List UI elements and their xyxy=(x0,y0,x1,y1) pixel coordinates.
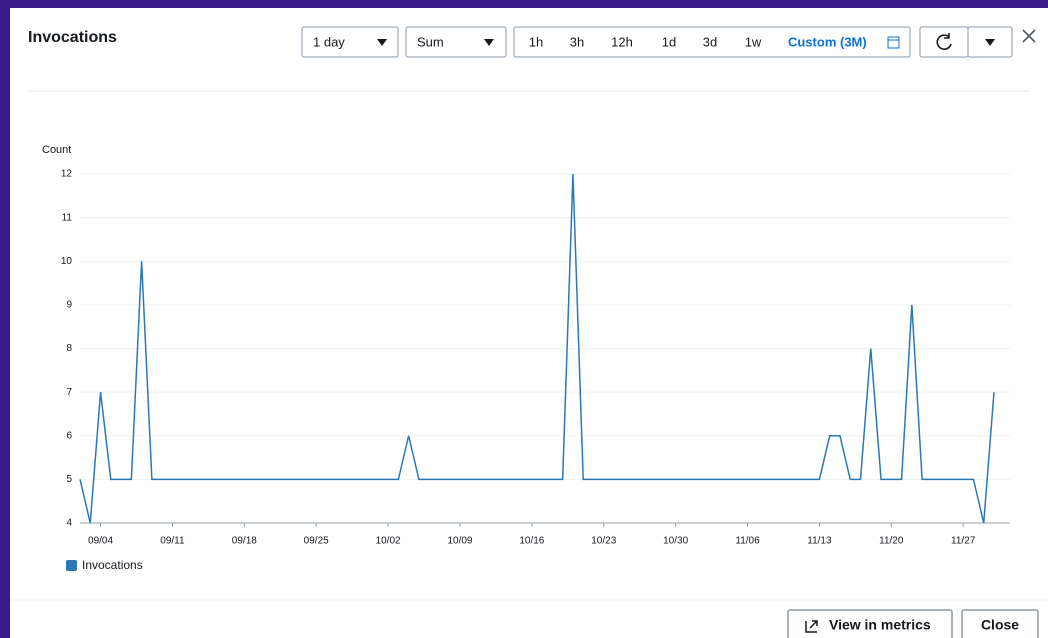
x-tick-label: 10/09 xyxy=(447,536,472,547)
modal-title: Invocations xyxy=(28,29,117,46)
y-axis-label: Count xyxy=(42,144,71,156)
range-option[interactable]: 1h xyxy=(529,34,543,49)
data-line xyxy=(79,173,995,524)
x-tick-label: 09/04 xyxy=(88,536,113,547)
y-tick-label: 4 xyxy=(66,518,72,529)
range-option[interactable]: 3d xyxy=(703,34,717,49)
x-tick-label: 11/13 xyxy=(807,536,832,547)
y-tick-label: 9 xyxy=(66,300,72,311)
external-icon xyxy=(805,620,818,633)
calendar-icon xyxy=(887,36,900,49)
x-tick-label: 09/11 xyxy=(160,536,185,547)
y-tick-label: 10 xyxy=(61,256,73,267)
x-tick-label: 10/23 xyxy=(591,536,616,547)
y-tick-label: 5 xyxy=(66,474,72,485)
button-text: View in metrics xyxy=(829,617,931,633)
y-tick-label: 6 xyxy=(66,430,72,441)
x-tick-label: 11/20 xyxy=(879,536,904,547)
close-icon[interactable] xyxy=(1022,29,1036,43)
x-tick-label: 10/30 xyxy=(663,536,688,547)
x-tick-label: 11/06 xyxy=(735,536,760,547)
x-tick-label: 09/18 xyxy=(232,536,257,547)
close-button[interactable]: Close xyxy=(961,609,1039,638)
button-text: Close xyxy=(981,617,1019,633)
chart: Count 4 5 6 7 8 9 10 11 12 09/04 09/11 09/18 09/25 10… xyxy=(42,144,1010,572)
period-box[interactable] xyxy=(301,26,399,58)
x-tick-label: 09/25 xyxy=(304,536,329,547)
modal xyxy=(10,8,1048,638)
range-option[interactable]: 1w xyxy=(745,34,762,49)
button-box[interactable] xyxy=(787,609,953,638)
range-group xyxy=(513,26,911,58)
range-option[interactable]: 3h xyxy=(570,34,584,49)
x-tick-label: 11/27 xyxy=(951,536,976,547)
calendar-frame xyxy=(887,36,900,49)
y-tick-label: 12 xyxy=(61,169,73,180)
statistic-select[interactable]: Sum xyxy=(405,26,507,58)
statistic-text: Sum xyxy=(417,34,444,49)
refresh-button[interactable] xyxy=(919,26,969,58)
legend-swatch xyxy=(66,560,77,571)
period-select[interactable]: 1 day xyxy=(301,26,399,58)
x-tick-label: 10/02 xyxy=(376,536,401,547)
legend-label: Invocations xyxy=(82,558,143,572)
statistic-box[interactable] xyxy=(405,26,507,58)
period-text: 1 day xyxy=(313,34,345,49)
y-tick-label: 8 xyxy=(66,343,72,354)
caret xyxy=(377,39,387,46)
button-box[interactable] xyxy=(961,609,1039,638)
range-option[interactable]: 1d xyxy=(662,34,676,49)
refresh-icon xyxy=(936,33,952,50)
caret xyxy=(484,39,494,46)
x-tick-label: 10/16 xyxy=(519,536,544,547)
y-tick-label: 11 xyxy=(62,212,73,223)
range-option[interactable]: 12h xyxy=(611,34,633,49)
caret xyxy=(985,39,995,46)
custom-range[interactable]: Custom (3M) xyxy=(788,34,867,49)
y-tick-label: 7 xyxy=(66,387,72,398)
view-in-metrics-button[interactable]: View in metrics xyxy=(787,609,953,638)
